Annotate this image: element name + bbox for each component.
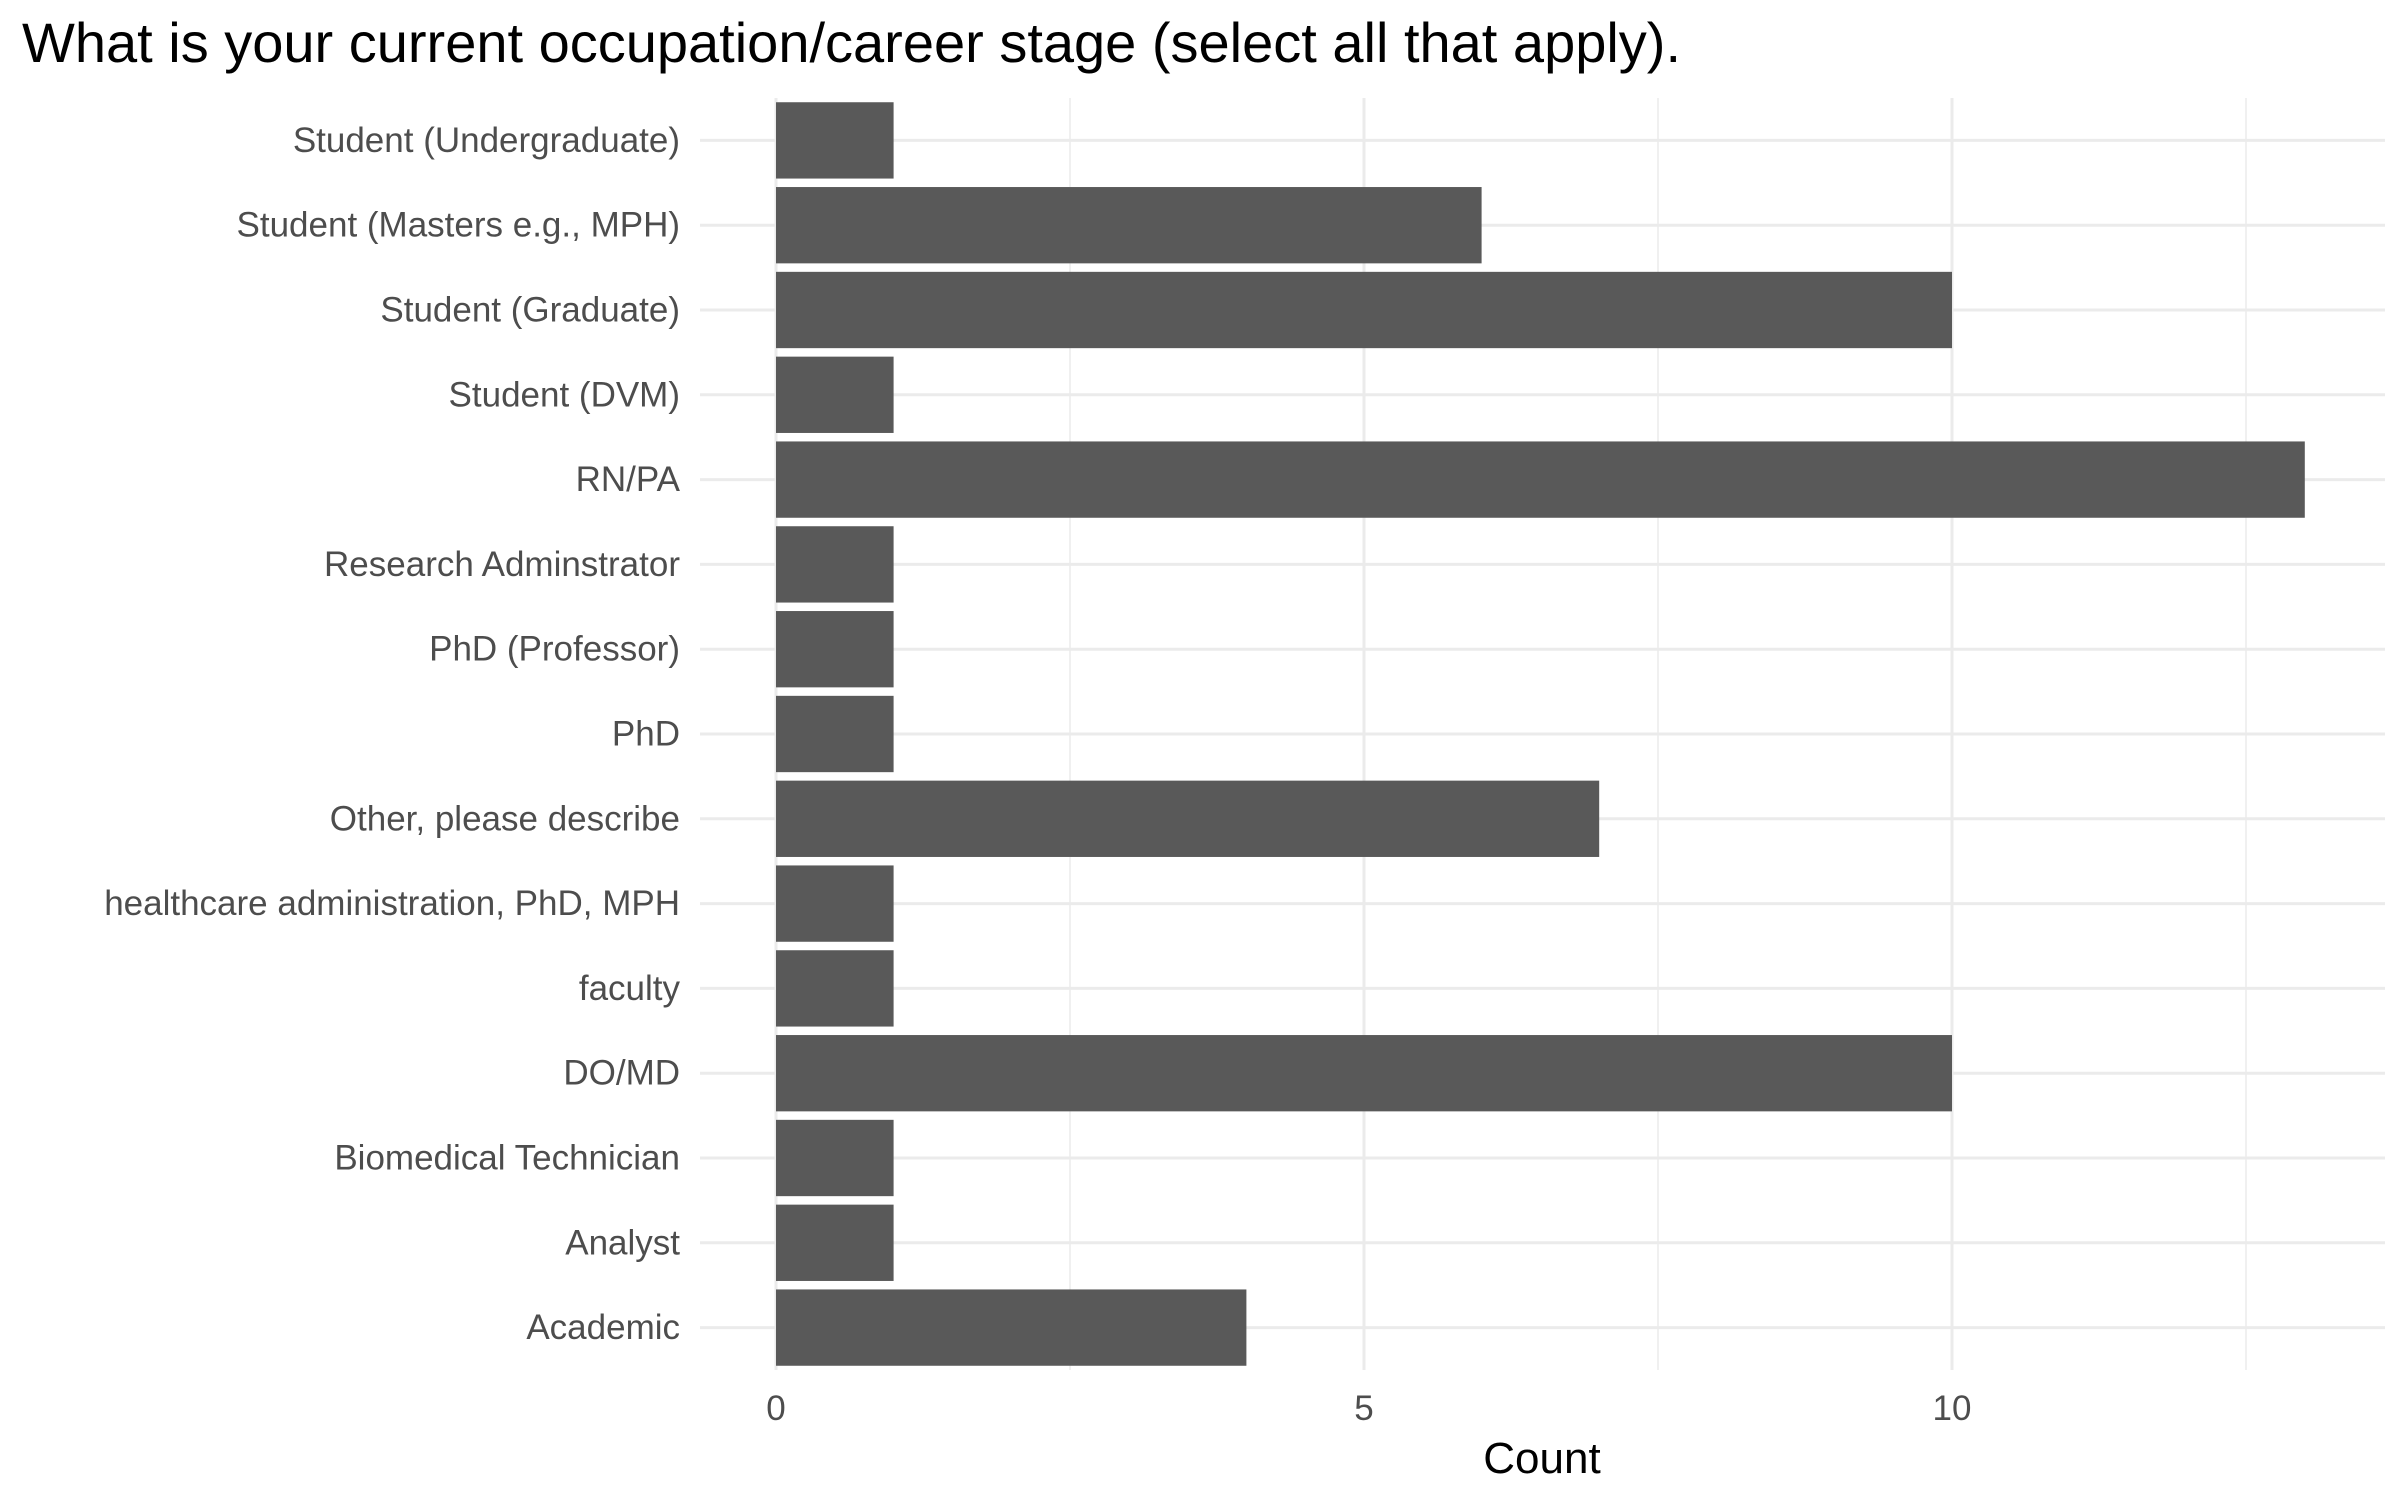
category-label-14: Academic xyxy=(526,1308,680,1347)
category-label-6: PhD (Professor) xyxy=(429,630,680,669)
category-label-0: Student (Undergraduate) xyxy=(293,121,680,160)
bar-8 xyxy=(776,780,1600,857)
chart-title: What is your current occupation/career s… xyxy=(22,11,1681,74)
category-label-2: Student (Graduate) xyxy=(380,291,680,330)
bar-10 xyxy=(776,950,894,1027)
bar-11 xyxy=(776,1035,1952,1112)
bar-2 xyxy=(776,271,1952,349)
category-label-10: faculty xyxy=(579,969,681,1008)
bar-6 xyxy=(776,611,894,688)
x-tick-label-0: 0 xyxy=(766,1389,785,1428)
category-label-12: Biomedical Technician xyxy=(334,1139,680,1178)
bar-3 xyxy=(776,356,894,433)
category-labels: Student (Undergraduate) Student (Masters … xyxy=(104,121,680,1347)
bars xyxy=(776,102,2305,1366)
category-label-7: PhD xyxy=(612,715,680,754)
category-label-5: Research Adminstrator xyxy=(324,545,680,584)
bar-12 xyxy=(776,1119,894,1197)
category-label-8: Other, please describe xyxy=(330,799,680,838)
bar-13 xyxy=(776,1204,894,1281)
category-label-3: Student (DVM) xyxy=(449,375,680,414)
category-label-11: DO/MD xyxy=(563,1054,680,1093)
x-tick-label-1: 5 xyxy=(1354,1389,1373,1428)
bar-14 xyxy=(776,1289,1247,1366)
bar-4 xyxy=(776,441,2305,518)
bar-7 xyxy=(776,695,894,773)
x-tick-labels: 0 5 10 xyxy=(766,1389,1971,1428)
category-label-13: Analyst xyxy=(565,1223,680,1262)
x-axis-title: Count xyxy=(1483,1434,1600,1483)
bar-1 xyxy=(776,187,1482,264)
bar-9 xyxy=(776,865,894,942)
bar-0 xyxy=(776,102,894,179)
category-label-9: healthcare administration, PhD, MPH xyxy=(104,884,680,923)
category-label-1: Student (Masters e.g., MPH) xyxy=(237,206,680,245)
bar-5 xyxy=(776,526,894,603)
category-label-4: RN/PA xyxy=(576,460,681,499)
x-tick-label-2: 10 xyxy=(1933,1389,1972,1428)
